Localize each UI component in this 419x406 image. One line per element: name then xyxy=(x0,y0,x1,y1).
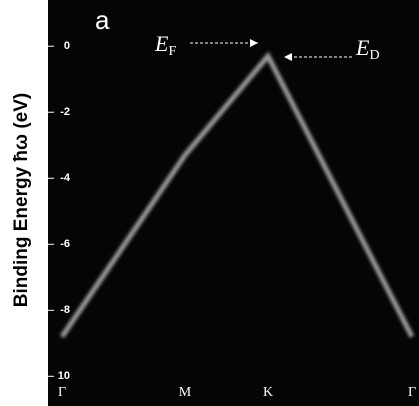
y-tick-label: -2 xyxy=(60,106,70,118)
y-axis-label: Binding Energy ħω (eV) xyxy=(11,93,32,308)
band-line xyxy=(59,51,415,339)
y-tick-label: -4 xyxy=(60,172,71,184)
x-tick-label: M xyxy=(179,385,192,400)
panel-label: a xyxy=(95,5,110,35)
y-tick-label: 0 xyxy=(64,40,70,52)
annotation: ED xyxy=(355,35,380,63)
arrow-head xyxy=(284,53,292,61)
y-tick-label: -8 xyxy=(60,304,70,316)
x-tick-label: Γ xyxy=(58,385,66,400)
y-tick-label: -6 xyxy=(60,238,70,250)
y-tick-label: 10 xyxy=(58,370,70,382)
plot-area xyxy=(48,0,419,406)
x-tick-label: Γ xyxy=(408,385,416,400)
annotation: EF xyxy=(154,31,176,59)
x-tick-label: K xyxy=(263,385,273,400)
arrow-head xyxy=(250,39,258,47)
